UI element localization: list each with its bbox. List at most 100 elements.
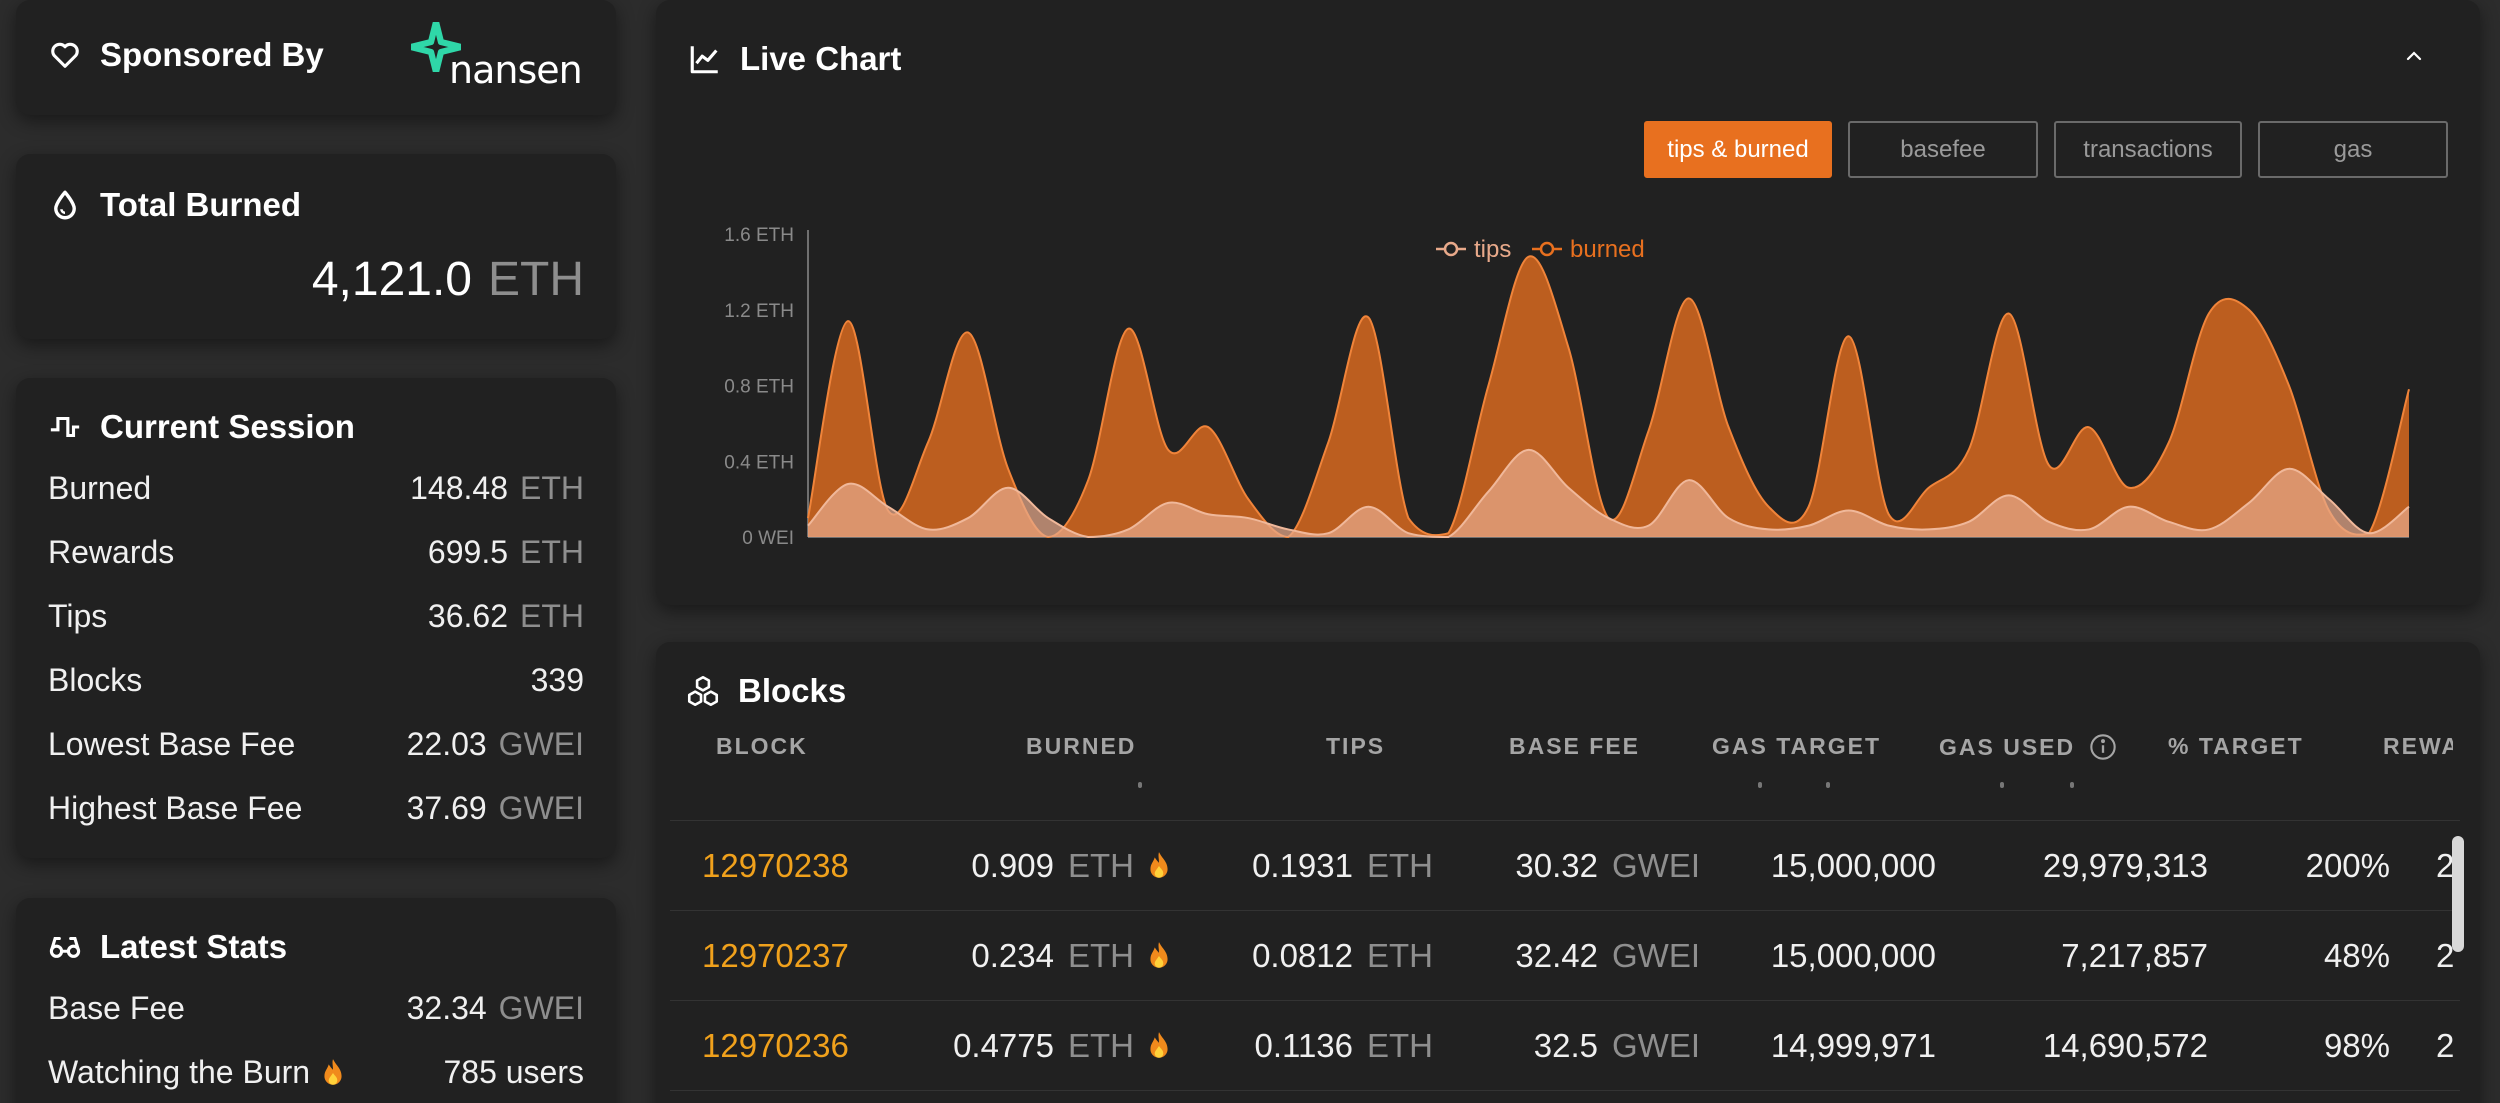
- block-number[interactable]: 12970238: [702, 847, 849, 884]
- column-header-tips[interactable]: TIPS: [1326, 733, 1386, 759]
- session-row-label: Rewards: [48, 534, 175, 570]
- latest-stats-title-text: Latest Stats: [100, 928, 288, 965]
- gas-used-cell: 14,690,572: [2042, 1027, 2208, 1064]
- line-chart-icon: [690, 46, 718, 74]
- block-number[interactable]: 12970237: [702, 937, 849, 974]
- flame-icon: [324, 1058, 342, 1085]
- cubes-icon: [687, 675, 719, 707]
- block-number[interactable]: 12970236: [702, 1027, 849, 1064]
- block-number-link[interactable]: 12970237: [702, 911, 849, 1001]
- info-icon[interactable]: [2089, 733, 2117, 761]
- latest-row-value: 785 users: [443, 1054, 584, 1090]
- tab-tips-burned[interactable]: tips & burned: [1644, 121, 1832, 178]
- session-row-unit: ETH: [520, 598, 584, 634]
- session-row-tips: Tips 36.62 ETH: [48, 598, 584, 635]
- base-fee-unit: GWEI: [1612, 847, 1700, 884]
- legend-marker-dot-tips[interactable]: [1443, 241, 1459, 257]
- base-fee-cell: 32.42 GWEI: [1460, 911, 1700, 1001]
- block-number-link[interactable]: 12970238: [702, 821, 849, 911]
- gas-used-cell: 29,979,313: [2042, 847, 2208, 884]
- tips-cell: 0.1136 ETH: [1200, 1001, 1433, 1091]
- current-session-card: Current Session Burned 148.48 ETH Rewards…: [16, 378, 616, 858]
- session-row-value: 339: [530, 662, 584, 698]
- glasses-icon: [49, 936, 81, 958]
- live-chart-card: Live Chart tips & burned basefee transac…: [656, 0, 2480, 605]
- base-fee-value: 32.42: [1515, 937, 1598, 974]
- current-session-title-text: Current Session: [100, 408, 355, 445]
- burned-cell: 0.234 ETH: [870, 911, 1170, 1001]
- reward-cell: 2: [2436, 847, 2455, 884]
- tips-unit: ETH: [1367, 937, 1433, 974]
- session-row-unit: GWEI: [498, 726, 584, 762]
- column-header-reward[interactable]: REWA: [2383, 733, 2453, 759]
- blocks-title-text: Blocks: [738, 672, 847, 709]
- column-header-pct-target[interactable]: % TARGET: [2168, 733, 2304, 759]
- session-row-blocks: Blocks 339: [48, 662, 584, 699]
- column-header-base-fee[interactable]: BASE FEE: [1509, 733, 1641, 759]
- tips-cell: 0.0812 ETH: [1200, 911, 1433, 1001]
- session-row-value: 148.48: [410, 470, 508, 506]
- collapse-chevron-icon[interactable]: [2402, 44, 2426, 68]
- base-fee-value: 32.5: [1533, 1027, 1598, 1064]
- column-header-block[interactable]: BLOCK: [716, 733, 808, 759]
- blocks-title: Blocks: [686, 672, 846, 710]
- tips-value: 0.0812: [1252, 937, 1353, 974]
- session-row-label: Blocks: [48, 662, 143, 698]
- burned-value: 0.4775: [953, 1027, 1054, 1064]
- table-row: 12970236 0.4775 ETH 0.1136 ETH 32.5 GWEI…: [670, 1000, 2460, 1090]
- gas-target-cell: 15,000,000: [1770, 937, 1936, 974]
- table-scrollbar-thumb[interactable]: [2452, 836, 2464, 952]
- flame-icon: [1150, 942, 1168, 968]
- sponsor-title-text: Sponsored By: [100, 36, 324, 73]
- tips-unit: ETH: [1367, 1027, 1433, 1064]
- session-row-value: 37.69: [406, 790, 487, 826]
- burned-value: 0.234: [971, 937, 1054, 974]
- flame-icon: [1150, 1032, 1168, 1058]
- latest-row-unit: GWEI: [498, 990, 584, 1026]
- session-row-unit: ETH: [520, 470, 584, 506]
- tab-basefee[interactable]: basefee: [1848, 121, 2038, 178]
- legend-marker-dot-burned[interactable]: [1539, 241, 1555, 257]
- nansen-logo-link[interactable]: nansen: [411, 22, 601, 92]
- gas-used-cell: 7,217,857: [2061, 937, 2208, 974]
- tips-burned-chart: 0 WEI 0.4 ETH 0.8 ETH 1.2 ETH 1.6 ETH tips bur…: [724, 225, 2410, 549]
- reward-cell: 2: [2436, 937, 2455, 974]
- scroll-remnant: [2000, 782, 2004, 788]
- tips-value: 0.1931: [1252, 847, 1353, 884]
- session-row-label: Highest Base Fee: [48, 790, 303, 826]
- base-fee-unit: GWEI: [1612, 937, 1700, 974]
- gas-target-cell: 14,999,971: [1770, 1027, 1936, 1064]
- base-fee-cell: 30.32 GWEI: [1460, 821, 1700, 911]
- total-burned-title: Total Burned: [48, 186, 301, 224]
- column-header-burned[interactable]: BURNED: [1026, 733, 1137, 759]
- legend-label-tips[interactable]: tips: [1474, 236, 1511, 263]
- burned-cell: 0.4775 ETH: [870, 1001, 1170, 1091]
- tab-transactions[interactable]: transactions: [2054, 121, 2242, 178]
- flame-icon: [1150, 852, 1168, 878]
- block-number-link[interactable]: 12970236: [702, 1001, 849, 1091]
- live-chart-title: Live Chart: [688, 40, 901, 78]
- legend-label-burned[interactable]: burned: [1570, 236, 1645, 263]
- session-row-value: 22.03: [406, 726, 487, 762]
- pct-target-cell: 98%: [2323, 1027, 2390, 1064]
- base-fee-cell: 32.5 GWEI: [1460, 1001, 1700, 1091]
- column-header-gas-target[interactable]: GAS TARGET: [1712, 733, 1882, 759]
- burned-unit: ETH: [1068, 1027, 1134, 1064]
- session-row-burned: Burned 148.48 ETH: [48, 470, 584, 507]
- latest-row-label-text: Watching the Burn: [48, 1054, 311, 1090]
- session-row-unit: GWEI: [498, 790, 584, 826]
- latest-row-watching: Watching the Burn 785 users: [48, 1054, 584, 1091]
- total-burned-value: 4,121.0 ETH: [312, 252, 584, 307]
- session-row-lowest-base-fee: Lowest Base Fee 22.03 GWEI: [48, 726, 584, 763]
- scroll-remnant: [1138, 782, 1142, 788]
- series-line-tips: [807, 448, 2410, 539]
- blocks-card: Blocks: [656, 642, 2480, 1103]
- column-header-gas-used[interactable]: GAS USED: [1939, 733, 2117, 761]
- y-tick-label: 0.8 ETH: [724, 377, 794, 398]
- series-area-burned: [808, 256, 2409, 537]
- pct-target-cell: 200%: [2305, 847, 2390, 884]
- total-burned-unit: ETH: [488, 253, 584, 306]
- base-fee-unit: GWEI: [1612, 1027, 1700, 1064]
- tab-gas[interactable]: gas: [2258, 121, 2448, 178]
- session-row-rewards: Rewards 699.5 ETH: [48, 534, 584, 571]
